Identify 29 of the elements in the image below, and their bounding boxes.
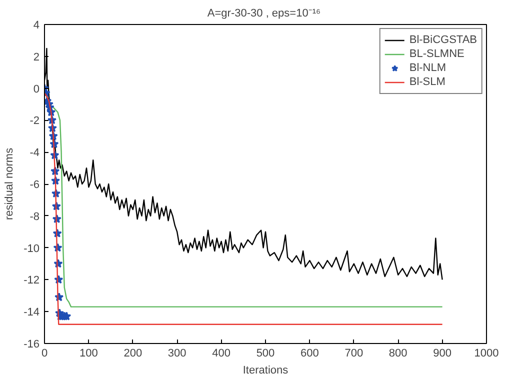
- x-tick-label: 0: [41, 348, 48, 360]
- x-tick-label: 100: [80, 348, 98, 360]
- y-tick-label: 4: [33, 20, 40, 32]
- y-tick-label: -14: [24, 306, 40, 319]
- legend-label: Bl-NLM: [409, 61, 446, 75]
- x-tick-label: 300: [168, 348, 186, 360]
- y-tick-label: 2: [33, 51, 40, 64]
- x-tick-label: 500: [256, 348, 275, 360]
- legend-label: BL-SLMNE: [409, 47, 464, 61]
- x-tick-label: 200: [124, 348, 142, 360]
- y-tick-label: -10: [24, 242, 40, 255]
- x-tick-label: 900: [433, 348, 452, 360]
- legend-label: Bl-BiCGSTAB: [409, 33, 477, 47]
- x-tick-label: 400: [212, 348, 230, 360]
- y-tick-label: -6: [30, 179, 40, 191]
- chart-title: A=gr-30-30 , eps=10⁻¹⁶: [207, 8, 321, 20]
- x-tick-label: 800: [388, 348, 408, 360]
- y-tick-label: -12: [24, 274, 40, 287]
- y-tick-label: -2: [30, 115, 40, 128]
- legend-label: Bl-SLM: [409, 75, 446, 89]
- y-tick-label: -4: [30, 147, 40, 160]
- y-tick-label: -8: [30, 210, 40, 223]
- y-tick-label: 0: [33, 83, 40, 96]
- y-tick-label: -16: [24, 338, 40, 350]
- x-tick-label: 600: [300, 348, 319, 360]
- x-tick-label: 1000: [474, 348, 499, 360]
- y-axis-title: residual norms: [4, 147, 16, 220]
- x-tick-label: 700: [344, 348, 364, 360]
- x-axis-title: Iterations: [242, 364, 289, 376]
